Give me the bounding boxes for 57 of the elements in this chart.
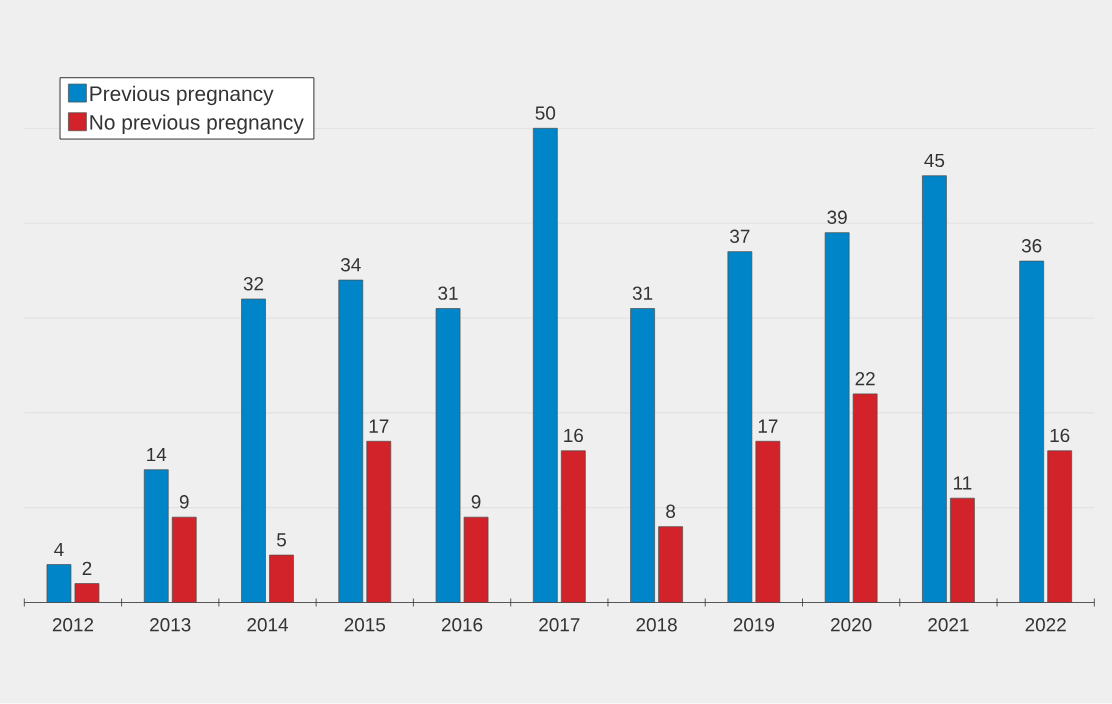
bar — [74, 583, 100, 603]
x-tick-label: 2017 — [539, 618, 580, 632]
data-label: 14 — [147, 448, 167, 462]
bar — [532, 127, 558, 603]
data-label: 31 — [632, 286, 653, 300]
x-tick-label: 2018 — [636, 618, 677, 632]
bar — [366, 440, 392, 603]
bar — [560, 450, 586, 603]
legend-label: No previous pregnancy — [90, 114, 304, 134]
bar — [241, 298, 266, 603]
bar — [1019, 260, 1045, 603]
data-label: 16 — [1050, 428, 1070, 443]
bar — [143, 469, 169, 603]
bar — [727, 251, 753, 603]
x-tick-label: 2016 — [441, 618, 483, 632]
x-tick-label: 2020 — [831, 618, 872, 632]
x-tick-label: 2015 — [344, 618, 386, 632]
x-tick-label: 2022 — [1025, 618, 1066, 632]
data-label: 17 — [758, 419, 778, 433]
x-tick-label: 2021 — [928, 618, 969, 632]
data-label: 32 — [243, 276, 264, 291]
bar — [171, 516, 197, 603]
data-label: 45 — [924, 153, 945, 168]
data-label: 22 — [855, 371, 875, 386]
data-label: 36 — [1021, 239, 1042, 253]
bar — [658, 526, 683, 603]
data-label: 2 — [82, 561, 92, 575]
data-label: 9 — [179, 495, 189, 509]
x-tick-label: 2013 — [150, 618, 191, 632]
data-label: 31 — [438, 286, 458, 300]
data-label: 50 — [535, 106, 556, 120]
bar — [463, 516, 489, 603]
legend-label: Previous pregnancy — [90, 85, 274, 106]
x-tick-label: 2019 — [733, 618, 775, 632]
data-label: 16 — [564, 428, 584, 443]
bar — [435, 308, 461, 603]
data-label: 5 — [276, 533, 286, 547]
bar — [950, 497, 975, 603]
bar — [630, 308, 655, 603]
data-label: 39 — [827, 210, 847, 224]
x-tick-label: 2012 — [52, 618, 94, 632]
bar — [755, 440, 781, 603]
bar — [269, 554, 294, 603]
bar — [338, 279, 364, 603]
data-label: 9 — [471, 495, 481, 509]
data-label: 17 — [369, 419, 389, 433]
bar — [1047, 450, 1073, 603]
data-label: 37 — [730, 229, 750, 243]
bar — [46, 564, 72, 603]
x-tick-label: 2014 — [247, 618, 288, 632]
data-label: 8 — [666, 504, 676, 518]
data-label: 34 — [340, 258, 361, 272]
bar — [824, 232, 850, 603]
data-label: 4 — [54, 542, 64, 556]
data-label: 11 — [954, 476, 972, 490]
bar — [852, 393, 878, 603]
bar — [922, 175, 947, 603]
